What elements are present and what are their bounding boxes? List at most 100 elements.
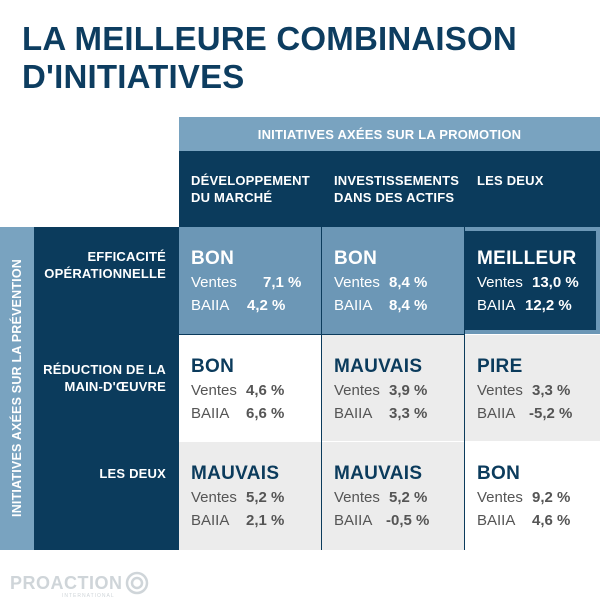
ebitda-value: 6,6 % bbox=[246, 405, 285, 422]
matrix-cell: BON Ventes 9,2 % BAIIA 4,6 % bbox=[465, 442, 600, 550]
cell-ebitda: BAIIA -5,2 % bbox=[477, 403, 600, 425]
row-label-both: LES DEUX bbox=[99, 465, 166, 482]
cell-verdict: BON bbox=[477, 463, 521, 484]
ebitda-label: BAIIA bbox=[334, 297, 373, 314]
column-header-line: DANS DES ACTIFS bbox=[334, 190, 455, 205]
ebitda-value: -5,2 % bbox=[529, 405, 573, 422]
ebitda-label: BAIIA bbox=[334, 405, 373, 422]
sales-value: 9,2 % bbox=[532, 489, 571, 506]
cell-ebitda: BAIIA 2,1 % bbox=[191, 510, 321, 532]
sales-value: 7,1 % bbox=[263, 274, 302, 291]
cell-verdict: BON bbox=[191, 248, 235, 269]
page-title: LA MEILLEURE COMBINAISON D'INITIATIVES bbox=[22, 20, 582, 96]
column-header-line: DU MARCHÉ bbox=[191, 190, 273, 205]
matrix-cell-best: MEILLEUR Ventes 13,0 % BAIIA 12,2 % bbox=[465, 227, 600, 334]
row-label-line: MAIN-D'ŒUVRE bbox=[64, 379, 166, 394]
column-header-line: DÉVELOPPEMENT bbox=[191, 173, 310, 188]
ebitda-label: BAIIA bbox=[477, 297, 516, 314]
ebitda-label: BAIIA bbox=[191, 405, 230, 422]
title-line-1: LA MEILLEURE COMBINAISON bbox=[22, 20, 517, 57]
cell-verdict: PIRE bbox=[477, 356, 523, 377]
sales-label: Ventes bbox=[334, 489, 380, 506]
row-label-line: LES DEUX bbox=[99, 466, 166, 481]
cell-ebitda: BAIIA 6,6 % bbox=[191, 403, 321, 425]
cell-sales: Ventes 7,1 % bbox=[191, 272, 321, 294]
ebitda-value: 4,2 % bbox=[247, 297, 286, 314]
ebitda-label: BAIIA bbox=[477, 512, 516, 529]
sales-label: Ventes bbox=[191, 489, 237, 506]
column-header-asset-investment: INVESTISSEMENTS DANS DES ACTIFS bbox=[334, 172, 459, 206]
cell-verdict: MAUVAIS bbox=[334, 356, 423, 377]
cell-sales: Ventes 3,9 % bbox=[334, 380, 464, 402]
matrix-cell: MAUVAIS Ventes 3,9 % BAIIA 3,3 % bbox=[322, 335, 464, 441]
prevention-header: INITIATIVES AXÉES SUR LA PRÉVENTION bbox=[0, 227, 34, 550]
sales-value: 8,4 % bbox=[389, 274, 428, 291]
sales-value: 13,0 % bbox=[532, 274, 579, 291]
row-label-line: RÉDUCTION DE LA bbox=[43, 362, 166, 377]
sales-label: Ventes bbox=[191, 382, 237, 399]
cell-ebitda: BAIIA 4,6 % bbox=[477, 510, 600, 532]
sales-value: 3,3 % bbox=[532, 382, 571, 399]
cell-sales: Ventes 13,0 % bbox=[477, 272, 596, 294]
cell-verdict: BON bbox=[334, 248, 378, 269]
row-labels: EFFICACITÉ OPÉRATIONNELLE RÉDUCTION DE L… bbox=[34, 227, 179, 550]
column-header-market-development: DÉVELOPPEMENT DU MARCHÉ bbox=[191, 172, 310, 206]
sales-label: Ventes bbox=[477, 274, 523, 291]
matrix-cell: BON Ventes 4,6 % BAIIA 6,6 % bbox=[179, 335, 321, 441]
cell-sales: Ventes 5,2 % bbox=[334, 487, 464, 509]
proaction-logo: PROACTION bbox=[10, 571, 149, 595]
sales-label: Ventes bbox=[477, 489, 523, 506]
cell-sales: Ventes 4,6 % bbox=[191, 380, 321, 402]
prevention-header-text: INITIATIVES AXÉES SUR LA PRÉVENTION bbox=[10, 259, 24, 517]
column-headers: DÉVELOPPEMENT DU MARCHÉ INVESTISSEMENTS … bbox=[179, 151, 600, 227]
ebitda-label: BAIIA bbox=[191, 512, 230, 529]
logo-swirl-icon bbox=[125, 571, 149, 595]
column-header-line: LES DEUX bbox=[477, 173, 544, 188]
cell-ebitda: BAIIA 8,4 % bbox=[334, 295, 464, 317]
grid-divider bbox=[464, 227, 465, 550]
matrix-cell: BON Ventes 8,4 % BAIIA 8,4 % bbox=[322, 227, 464, 334]
cell-ebitda: BAIIA 3,3 % bbox=[334, 403, 464, 425]
ebitda-value: 3,3 % bbox=[389, 405, 428, 422]
logo-wordmark: PROACTION bbox=[10, 572, 123, 593]
column-header-line: INVESTISSEMENTS bbox=[334, 173, 460, 188]
cell-sales: Ventes 8,4 % bbox=[334, 272, 464, 294]
sales-value: 5,2 % bbox=[246, 489, 285, 506]
promotion-header: INITIATIVES AXÉES SUR LA PROMOTION bbox=[179, 117, 600, 151]
matrix-cell: PIRE Ventes 3,3 % BAIIA -5,2 % bbox=[465, 335, 600, 441]
row-label-labor-reduction: RÉDUCTION DE LA MAIN-D'ŒUVRE bbox=[43, 361, 166, 395]
ebitda-label: BAIIA bbox=[191, 297, 230, 314]
grid-divider bbox=[321, 227, 322, 550]
grid-divider bbox=[179, 334, 464, 335]
ebitda-label: BAIIA bbox=[334, 512, 373, 529]
cell-verdict: BON bbox=[191, 356, 235, 377]
title-line-2: D'INITIATIVES bbox=[22, 58, 245, 95]
matrix-cell: MAUVAIS Ventes 5,2 % BAIIA 2,1 % bbox=[179, 442, 321, 550]
ebitda-value: -0,5 % bbox=[386, 512, 430, 529]
cell-ebitda: BAIIA -0,5 % bbox=[334, 510, 464, 532]
cell-sales: Ventes 3,3 % bbox=[477, 380, 600, 402]
logo-subtitle: INTERNATIONAL bbox=[62, 593, 115, 599]
sales-label: Ventes bbox=[334, 382, 380, 399]
column-header-both: LES DEUX bbox=[477, 172, 544, 189]
sales-label: Ventes bbox=[191, 274, 237, 291]
ebitda-value: 4,6 % bbox=[532, 512, 571, 529]
ebitda-value: 12,2 % bbox=[525, 297, 572, 314]
cell-sales: Ventes 5,2 % bbox=[191, 487, 321, 509]
sales-value: 4,6 % bbox=[246, 382, 285, 399]
matrix-cell: BON Ventes 7,1 % BAIIA 4,2 % bbox=[179, 227, 321, 334]
cell-verdict: MEILLEUR bbox=[477, 248, 577, 269]
cell-verdict: MAUVAIS bbox=[334, 463, 423, 484]
sales-label: Ventes bbox=[334, 274, 380, 291]
sales-value: 5,2 % bbox=[389, 489, 428, 506]
matrix-cell: MAUVAIS Ventes 5,2 % BAIIA -0,5 % bbox=[322, 442, 464, 550]
row-label-line: EFFICACITÉ bbox=[87, 249, 166, 264]
cell-verdict: MAUVAIS bbox=[191, 463, 280, 484]
ebitda-value: 8,4 % bbox=[389, 297, 428, 314]
sales-label: Ventes bbox=[477, 382, 523, 399]
row-label-operational-efficiency: EFFICACITÉ OPÉRATIONNELLE bbox=[44, 248, 166, 282]
ebitda-label: BAIIA bbox=[477, 405, 516, 422]
sales-value: 3,9 % bbox=[389, 382, 428, 399]
cell-sales: Ventes 9,2 % bbox=[477, 487, 600, 509]
cell-ebitda: BAIIA 12,2 % bbox=[477, 295, 596, 317]
